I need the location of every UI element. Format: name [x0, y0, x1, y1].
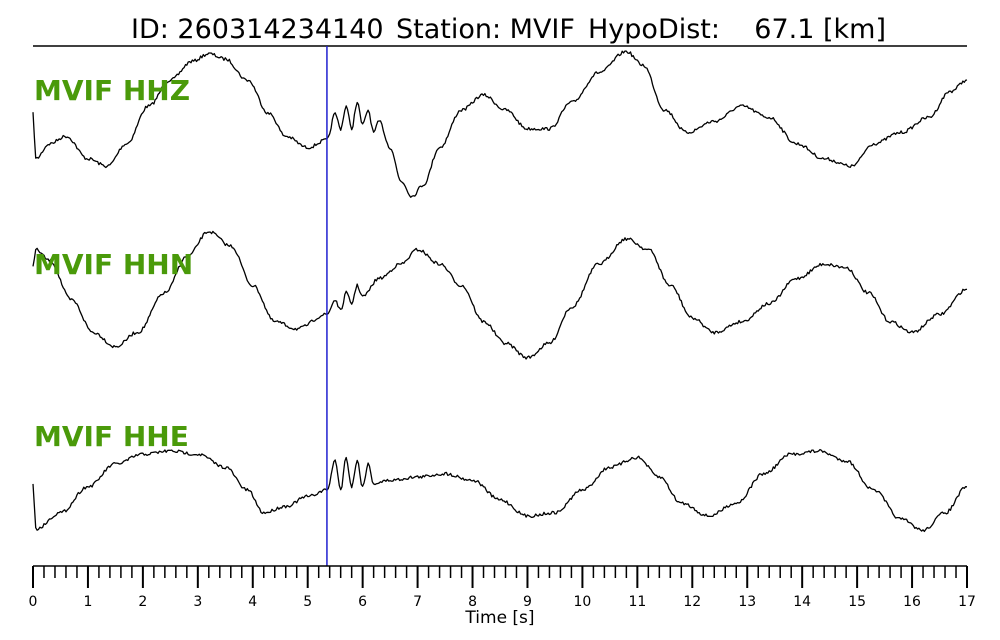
x-tick-label: 3	[193, 594, 202, 610]
hypodist-text: HypoDist: 67.1 [km]	[588, 14, 886, 45]
x-tick-label: 2	[138, 594, 147, 610]
x-tick-label: 4	[248, 594, 257, 610]
x-tick-label: 1	[83, 594, 92, 610]
trace-label-hhe: MVIF HHE	[34, 420, 189, 453]
x-tick-label: 17	[958, 594, 976, 610]
traces-group	[32, 50, 968, 533]
x-tick-label: 12	[683, 594, 701, 610]
x-tick-label: 5	[303, 594, 312, 610]
x-tick-label: 11	[628, 594, 646, 610]
x-tick-label: 8	[468, 594, 477, 610]
trace-label-hhn: MVIF HHN	[34, 248, 193, 281]
trace-label-hhz: MVIF HHZ	[34, 74, 190, 107]
x-tick-label: 10	[573, 594, 591, 610]
x-tick-label: 0	[29, 594, 38, 610]
x-tick-label: 13	[738, 594, 756, 610]
x-tick-label: 14	[793, 594, 811, 610]
x-tick-label: 6	[358, 594, 367, 610]
trace-labels-group: MVIF HHZ MVIF HHN MVIF HHE	[34, 74, 193, 453]
station-text: Station: MVIF	[396, 14, 575, 45]
event-id-text: ID: 260314234140	[131, 14, 384, 45]
x-tick-label: 16	[903, 594, 921, 610]
trace-line-hhz	[32, 50, 968, 198]
x-tick-label: 15	[848, 594, 866, 610]
x-tick-label: 7	[413, 594, 422, 610]
x-tick-label: 9	[523, 594, 532, 610]
trace-line-hhe	[32, 448, 968, 533]
time-axis: 0 1 2 3 4 5 6 7 8 9 10 11 12 13 14 15 16 17	[29, 565, 976, 610]
trace-line-hhn	[32, 230, 968, 360]
x-axis-title: Time [s]	[464, 608, 534, 628]
figure-title: ID: 260314234140 Station: MVIF HypoDist:…	[131, 14, 886, 45]
